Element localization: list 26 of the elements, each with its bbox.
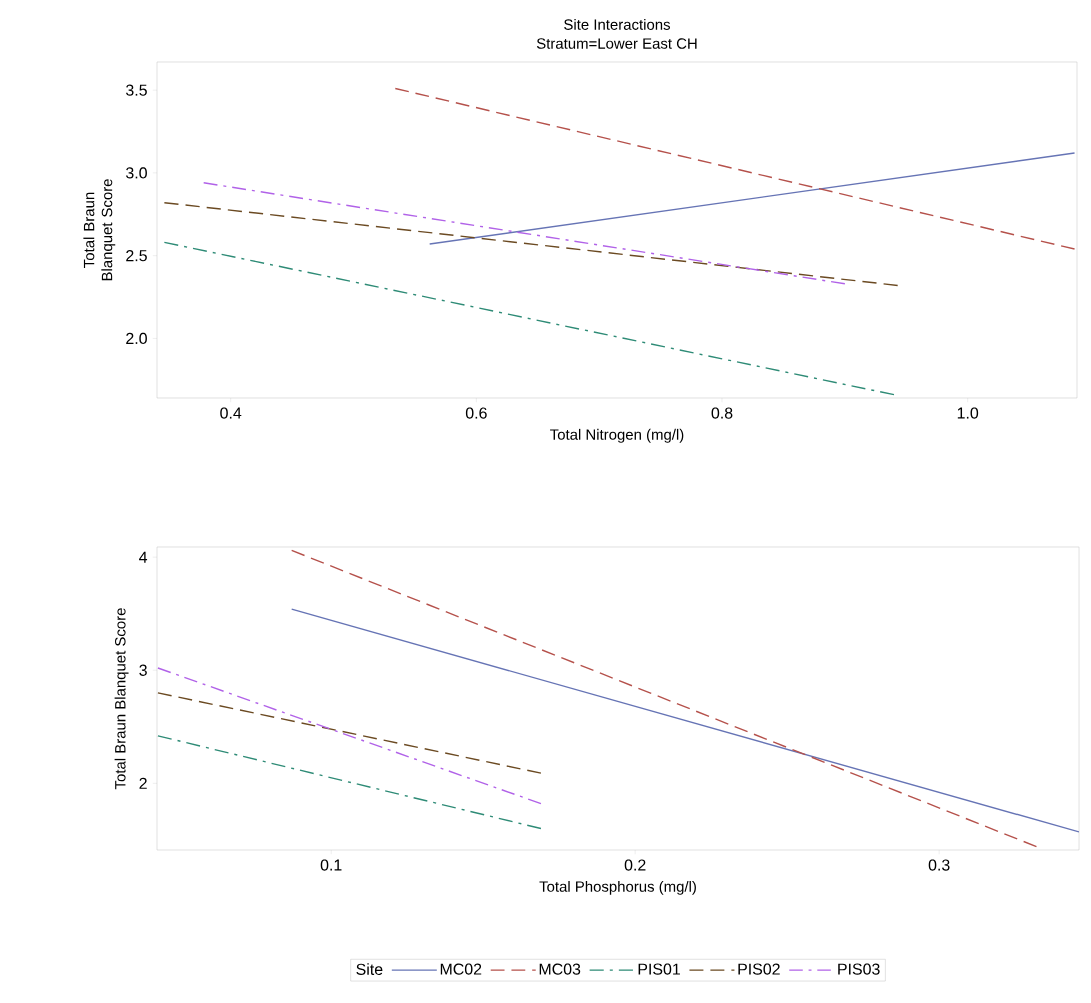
legend-label: PIS03 xyxy=(838,963,880,975)
x-axis-title: Total Phosphorus (mg/l) xyxy=(539,880,696,895)
y-tick-label: 3.0 xyxy=(126,167,147,179)
legend-label: PIS02 xyxy=(738,963,780,975)
x-tick-label: 1.0 xyxy=(957,407,979,419)
x-tick-label: 0.8 xyxy=(711,407,733,419)
x-tick-label: 0.2 xyxy=(624,859,646,871)
y-tick-label: 2.0 xyxy=(126,332,147,345)
x-tick-label: 0.1 xyxy=(320,859,342,871)
y-axis-title: Total Braun Blanquet Score xyxy=(83,179,116,281)
chart-subtitle: Stratum=Lower East CH xyxy=(536,38,697,49)
legend-title: Site xyxy=(356,963,383,975)
legend-label: MC03 xyxy=(539,963,581,975)
legend-label: MC02 xyxy=(440,963,482,975)
x-axis-title: Total Nitrogen (mg/l) xyxy=(550,428,684,443)
x-tick-label: 0.6 xyxy=(465,407,487,419)
x-tick-label: 0.3 xyxy=(928,859,950,871)
chart-title: Site Interactions xyxy=(564,18,671,30)
y-tick-label: 2.5 xyxy=(126,250,147,262)
y-tick-label: 4 xyxy=(139,551,148,563)
legend-label: PIS01 xyxy=(638,963,680,975)
x-tick-label: 0.4 xyxy=(220,407,242,419)
y-tick-label: 3 xyxy=(139,664,147,676)
y-tick-label: 2 xyxy=(139,777,147,789)
y-axis-title: Total Braun Blanquet Score xyxy=(114,608,129,790)
y-tick-label: 3.5 xyxy=(126,84,147,96)
